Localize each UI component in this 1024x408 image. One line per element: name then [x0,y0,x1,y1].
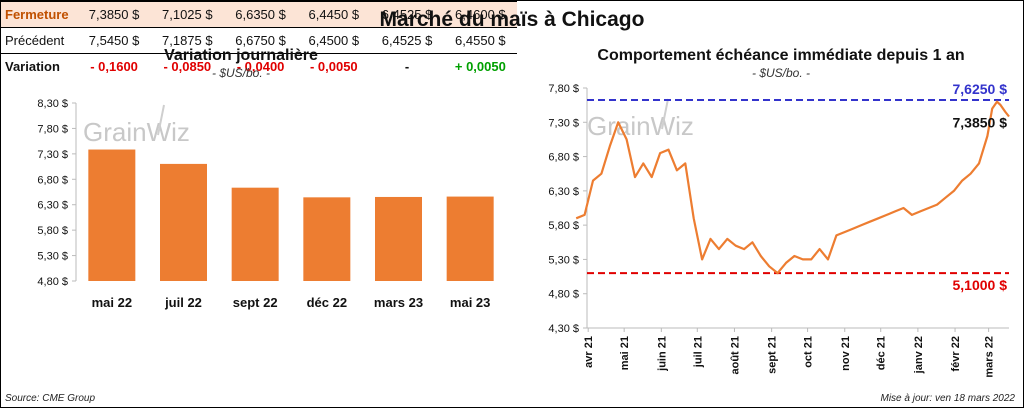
table-cell: 6,4600 $ [443,1,517,28]
x-tick-label: sept 22 [233,295,278,310]
y-tick-label: 6,80 $ [548,152,579,164]
left-bar-chart: 4,80 $ 5,30 $ 5,80 $ 6,30 $ 6,80 $ 7,30 $ 7,80… [37,98,494,310]
table-cell: + 0,0050 [454,59,506,74]
bar [231,187,279,281]
table-cell: 6,4525 $ [370,27,444,54]
x-tick-label: août 21 [729,336,741,375]
x-tick-label: mai 23 [450,295,490,310]
x-tick-label: mai 22 [92,295,132,310]
y-tick-label: 6,80 $ [37,174,68,186]
y-tick-label: 6,30 $ [37,200,68,212]
bar [375,196,422,281]
source-note: Source: CME Group [5,393,96,404]
y-tick-label: 7,30 $ [37,149,68,161]
price-line [575,100,1010,275]
y-tick-label: 6,30 $ [548,186,579,198]
x-tick-label: juin 21 [656,336,668,372]
x-tick-label: juil 21 [692,336,704,368]
x-tick-label: mars 23 [374,295,423,310]
x-tick-label: mars 22 [984,336,996,378]
table-cell: 6,6750 $ [223,27,298,54]
x-tick-label: janv 22 [913,336,925,374]
y-tick-label: 4,80 $ [37,276,68,288]
x-tick-label: févr 22 [950,336,962,371]
y-tick-label: 7,80 $ [548,83,579,95]
main-title: Marché du maïs à Chicago [379,8,645,31]
update-note: Mise à jour: ven 18 mars 2022 [880,393,1015,404]
y-tick-label: 5,80 $ [548,220,579,232]
left-chart-unit: - $US/bo. - [211,66,271,80]
table-cell: 7,3850 $ [77,1,151,28]
y-tick-label: 5,30 $ [548,254,579,266]
x-tick-label: déc 22 [307,295,347,310]
table-cell: 6,4500 $ [297,27,371,54]
table-cell: 7,1025 $ [150,1,224,28]
row-label: Précédent [1,27,78,54]
table-cell: - 0,0850 [163,59,212,74]
table-cell: 7,5450 $ [77,27,151,54]
x-tick-label: juil 22 [164,295,202,310]
row-label: Fermeture [1,1,78,28]
watermark-logo: GrainWiz [83,104,190,147]
contract-table: Fermeture 7,3850 $ 7,1025 $ 6,6350 $ 6,4… [1,1,517,79]
table-cell: 7,1875 $ [150,27,224,54]
watermark-logo: GrainWiz [587,98,694,141]
table-cell: - [404,59,410,74]
watermark-text: GrainWiz [587,111,694,141]
bar [303,197,351,281]
table-row-close: Fermeture 7,3850 $ 7,1025 $ 6,6350 $ 6,4… [1,1,517,28]
right-line-chart: 4,30 $ 4,80 $ 5,30 $ 5,80 $ 6,30 $ 6,80 $ 7,30… [548,83,1010,378]
table-cell: - 0,0400 [236,59,285,74]
y-tick-label: 4,80 $ [548,289,579,301]
bar [446,196,494,281]
high-label: 7,6250 $ [953,83,1008,97]
bar [160,163,207,281]
table-cell: 6,4550 $ [443,27,517,54]
y-tick-label: 5,30 $ [37,251,68,263]
bar [88,149,136,281]
table-cell: 6,4525 $ [370,1,444,28]
y-tick-label: 4,30 $ [548,323,579,335]
x-tick-label: sept 21 [767,336,779,374]
y-tick-label: 7,80 $ [37,123,68,135]
low-label: 5,1000 $ [953,277,1008,293]
y-tick-label: 5,80 $ [37,225,68,237]
last-price-label: 7,3850 $ [953,114,1008,130]
right-chart-title: Comportement échéance immédiate depuis 1… [597,47,965,64]
x-tick-label: avr 21 [583,336,595,368]
x-tick-label: nov 21 [840,336,852,371]
table-row-previous: Précédent 7,5450 $ 7,1875 $ 6,6750 $ 6,4… [1,27,517,54]
left-chart-title: Variation journalière [164,47,318,64]
watermark-stroke [157,104,165,136]
table-cell: 6,6350 $ [223,1,298,28]
x-tick-label: déc 21 [876,336,888,370]
table-cell: - 0,0050 [309,59,358,74]
watermark-text: GrainWiz [83,117,190,147]
y-tick-label: 7,30 $ [548,117,579,129]
table-cell: 6,4450 $ [297,1,371,28]
watermark-stroke [661,98,669,130]
x-tick-label: mai 21 [619,336,631,370]
right-chart-unit: - $US/bo. - [751,66,811,80]
y-tick-label: 8,30 $ [37,98,68,110]
x-tick-label: oct 21 [803,336,815,368]
table-cell: - 0,1600 [90,59,138,74]
table-row-variation: Variation - 0,1600 - 0,0850 - 0,0400 - 0… [1,54,517,80]
row-label: Variation [5,59,60,74]
